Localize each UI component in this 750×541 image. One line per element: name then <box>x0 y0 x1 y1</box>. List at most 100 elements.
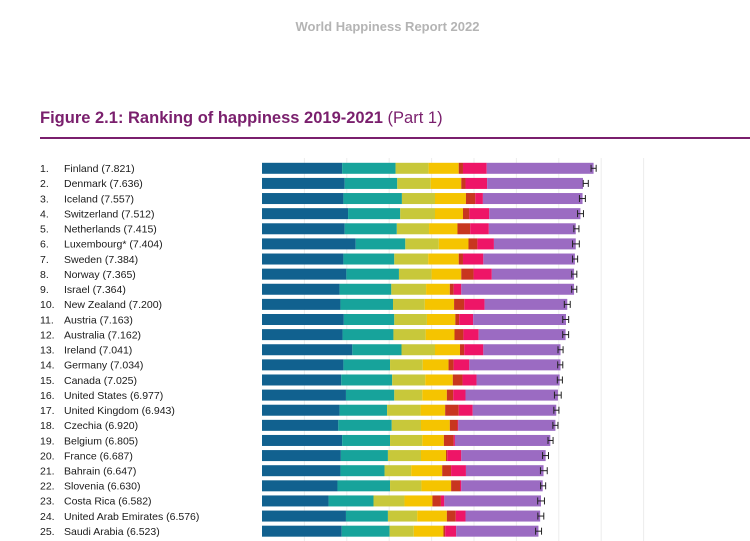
bar-segment <box>262 465 341 477</box>
bar-segment <box>397 177 431 189</box>
country-label: Ireland (7.041) <box>64 345 132 357</box>
figure-title: Figure 2.1: Ranking of happiness 2019-20… <box>40 109 443 128</box>
bar-segment <box>422 359 449 371</box>
bar-segment <box>442 465 452 477</box>
bar-segment <box>431 268 462 280</box>
bar-segment <box>421 419 450 431</box>
bar-segment <box>401 344 435 356</box>
bar-segment <box>391 419 421 431</box>
bar-segment <box>472 404 557 416</box>
bar-segment <box>447 450 462 462</box>
rank-label: 1. <box>40 163 49 175</box>
bar-segment <box>343 314 395 325</box>
bar-segment <box>400 208 435 220</box>
country-label: Belgium (6.805) <box>64 435 138 447</box>
bar-segment <box>262 525 342 537</box>
bar-segment <box>262 374 342 386</box>
bar-segment <box>393 298 425 310</box>
bar-segment <box>262 450 341 462</box>
bar-segment <box>342 162 396 174</box>
bar-segment <box>458 404 473 416</box>
bar-segment <box>262 404 340 416</box>
title-divider <box>40 137 750 139</box>
bar-segment <box>390 480 422 492</box>
rank-label: 16. <box>40 390 55 402</box>
bar-segment <box>438 238 469 250</box>
bar-segment <box>424 298 455 310</box>
bar-segment <box>392 374 426 386</box>
bar-segment <box>462 162 487 174</box>
bar-segment <box>390 359 423 371</box>
country-label: United Arab Emirates (6.576) <box>64 511 199 523</box>
bar-segment <box>398 268 432 280</box>
bar-segment <box>348 208 401 220</box>
bar-segment <box>262 419 339 431</box>
country-label: Canada (7.025) <box>64 375 137 387</box>
bar-segment <box>391 283 427 295</box>
rank-label: 21. <box>40 466 55 478</box>
bar-segment <box>446 450 448 462</box>
bar-segment <box>469 359 561 371</box>
bar-segment <box>262 208 349 220</box>
bar-segment <box>262 510 346 522</box>
bar-segment <box>440 495 445 507</box>
bar-segment <box>487 177 583 189</box>
bar-segment <box>453 283 462 295</box>
bar-segment <box>262 298 341 310</box>
bar-segment <box>373 495 405 507</box>
rank-label: 3. <box>40 193 49 205</box>
bar-segment <box>489 208 581 220</box>
bar-segment <box>458 419 556 431</box>
bar-segment <box>429 223 458 235</box>
rank-label: 9. <box>40 284 49 296</box>
bar-segment <box>425 374 453 386</box>
bar-segment <box>262 177 345 189</box>
bar-segment <box>390 434 423 446</box>
bar-segment <box>426 283 450 295</box>
rank-label: 24. <box>40 511 55 523</box>
report-header: World Happiness Report 2022 <box>295 19 480 34</box>
bar-segment <box>422 434 444 446</box>
rank-label: 10. <box>40 299 55 311</box>
bar-segment <box>262 329 343 341</box>
bar-segment <box>262 283 340 295</box>
bar-segment <box>446 389 454 401</box>
country-label: Slovenia (6.630) <box>64 481 140 493</box>
bar-segment <box>461 450 546 462</box>
bar-segment <box>477 238 494 250</box>
bar-segment <box>352 344 402 356</box>
bar-segment <box>413 525 444 537</box>
bar-segment <box>425 329 455 341</box>
bar-segment <box>262 359 344 371</box>
bar-segment <box>446 510 456 522</box>
bar-segment <box>262 223 345 235</box>
bar-segment <box>355 238 406 250</box>
bar-segment <box>411 465 443 477</box>
rank-label: 2. <box>40 178 49 190</box>
bar-segment <box>262 193 344 205</box>
bar-segment <box>449 283 454 295</box>
bar-segment <box>451 480 461 492</box>
bar-segment <box>262 238 356 250</box>
bar-segment <box>262 389 346 401</box>
rank-label: 18. <box>40 420 55 432</box>
rank-label: 15. <box>40 375 55 387</box>
bar-segment <box>453 359 470 371</box>
rank-label: 4. <box>40 208 49 220</box>
bar-segment <box>451 465 466 477</box>
bar-segment <box>465 465 544 477</box>
bar-segment <box>456 525 539 537</box>
bar-segment <box>394 389 423 401</box>
bar-segment <box>421 450 447 462</box>
bar-segment <box>396 223 430 235</box>
rank-label: 20. <box>40 450 55 462</box>
bar-segment <box>343 359 391 371</box>
bar-segment <box>428 162 459 174</box>
bar-segment <box>428 253 459 265</box>
bar-segment <box>384 465 412 477</box>
bar-segment <box>484 298 568 310</box>
bar-segment <box>464 298 485 310</box>
bar-segment <box>469 208 490 220</box>
bar-segment <box>328 495 374 507</box>
bar-segment <box>405 238 439 250</box>
